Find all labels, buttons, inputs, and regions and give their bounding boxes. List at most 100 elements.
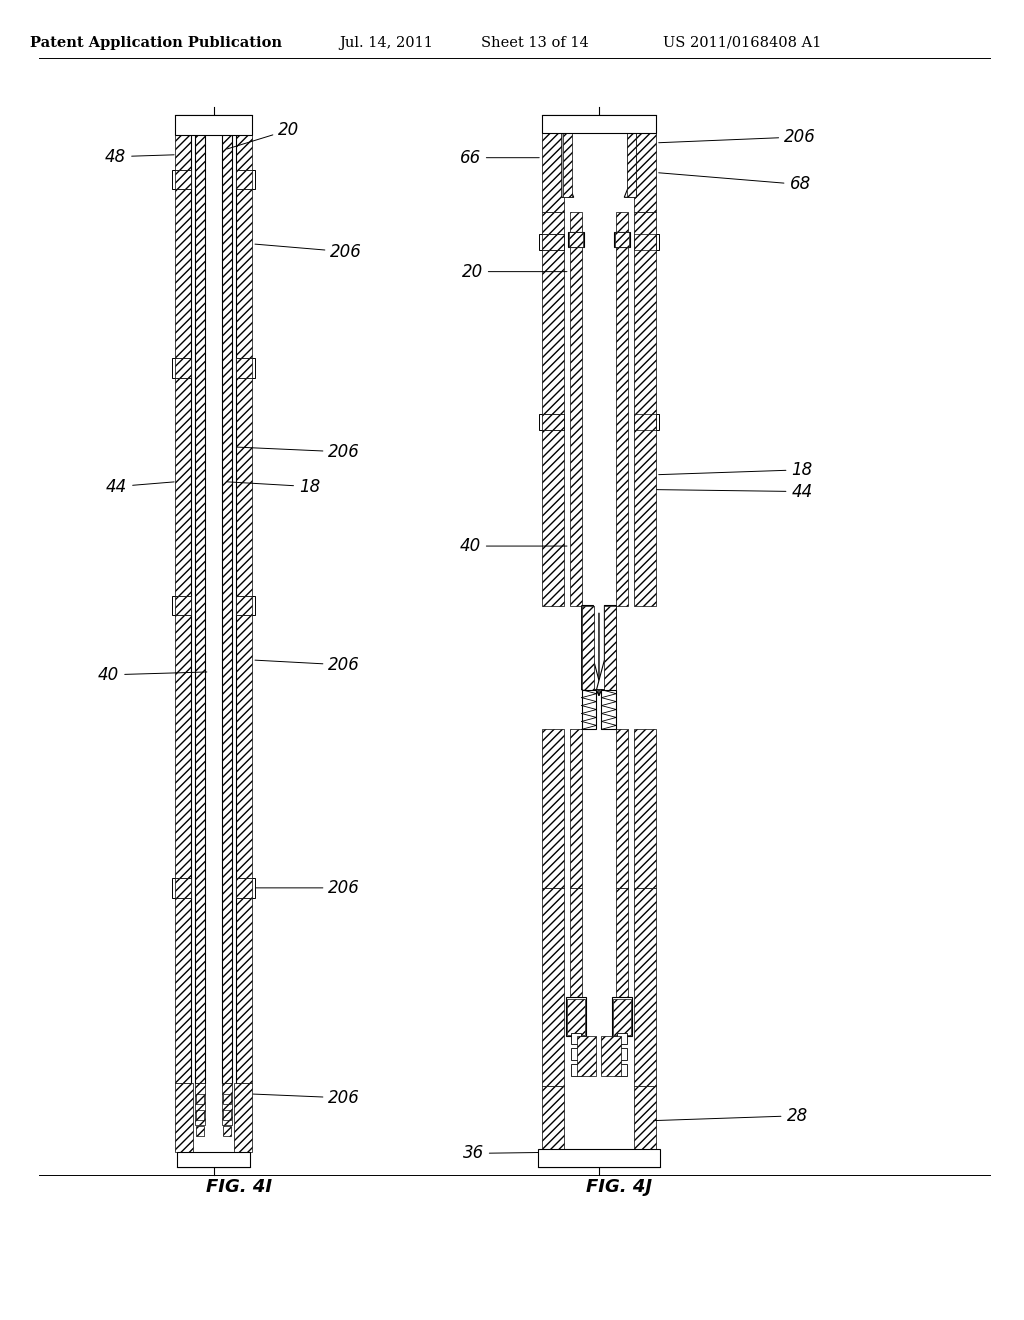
Bar [172, 169, 190, 189]
Bar [175, 878, 190, 898]
Bar [634, 133, 656, 213]
Polygon shape [562, 133, 573, 197]
Text: 40: 40 [460, 537, 567, 556]
Bar [616, 888, 628, 1007]
Bar [604, 606, 616, 690]
Bar [582, 606, 594, 690]
Bar [634, 888, 656, 1086]
Bar [616, 730, 628, 888]
Text: 206: 206 [658, 128, 816, 147]
Bar [234, 1082, 252, 1152]
Bar [237, 169, 255, 189]
Bar [195, 1082, 205, 1125]
Bar [237, 358, 255, 378]
Bar [542, 133, 564, 213]
Bar [542, 1086, 564, 1163]
Bar [175, 595, 190, 615]
Bar [237, 169, 252, 189]
Bar [237, 135, 252, 1082]
Bar [237, 358, 252, 378]
Bar [569, 730, 582, 888]
Bar [196, 1110, 204, 1119]
Bar [223, 1110, 231, 1119]
Text: 68: 68 [658, 173, 811, 194]
Bar [195, 135, 205, 1082]
Bar [542, 234, 564, 249]
Bar [615, 232, 629, 247]
Text: US 2011/0168408 A1: US 2011/0168408 A1 [664, 36, 822, 50]
Bar [237, 878, 255, 898]
Bar [628, 133, 636, 197]
Text: 206: 206 [255, 243, 362, 261]
Bar [237, 595, 252, 615]
Bar [542, 414, 564, 430]
Bar [613, 999, 631, 1035]
Text: 66: 66 [460, 149, 540, 166]
Bar [617, 1048, 628, 1060]
Bar [634, 414, 656, 430]
Bar [634, 730, 656, 888]
Polygon shape [582, 606, 601, 690]
Bar [172, 878, 190, 898]
Bar [177, 1152, 250, 1167]
Bar [223, 1094, 231, 1104]
Bar [617, 1032, 628, 1044]
Bar [634, 1086, 656, 1163]
Bar [569, 213, 582, 606]
Bar [542, 888, 564, 1086]
Text: 48: 48 [104, 148, 174, 166]
Bar [614, 232, 630, 247]
Bar [175, 115, 252, 135]
Bar [612, 997, 632, 1036]
Text: Sheet 13 of 14: Sheet 13 of 14 [480, 36, 589, 50]
Text: FIG. 4I: FIG. 4I [206, 1177, 272, 1196]
Bar [563, 133, 571, 197]
Text: 206: 206 [253, 1089, 360, 1107]
Bar [566, 997, 586, 1036]
Bar [542, 730, 564, 888]
Text: Patent Application Publication: Patent Application Publication [30, 36, 282, 50]
Text: 18: 18 [658, 461, 813, 479]
Text: 20: 20 [227, 121, 299, 149]
Bar [175, 135, 190, 1082]
Polygon shape [625, 133, 636, 197]
Bar [542, 213, 564, 606]
Bar [172, 358, 190, 378]
Bar [223, 1126, 231, 1135]
Polygon shape [597, 606, 616, 690]
Bar [538, 1150, 659, 1167]
Bar [232, 135, 237, 1082]
Text: 206: 206 [238, 444, 360, 461]
Bar [190, 135, 195, 1082]
Bar [222, 135, 232, 1082]
Text: 36: 36 [463, 1144, 544, 1163]
Bar [175, 1082, 193, 1152]
Text: 18: 18 [227, 478, 321, 495]
Bar [566, 999, 585, 1035]
Text: 20: 20 [462, 263, 567, 281]
Bar [237, 595, 255, 615]
Bar [175, 169, 190, 189]
Text: 40: 40 [98, 665, 207, 684]
Bar [568, 232, 583, 247]
Bar [539, 234, 564, 249]
Bar [577, 1036, 597, 1076]
Bar [634, 213, 656, 606]
Bar [567, 232, 584, 247]
Bar [222, 1082, 232, 1125]
Bar [601, 690, 616, 730]
Bar [582, 690, 597, 730]
Text: 206: 206 [255, 656, 360, 675]
Bar [175, 358, 190, 378]
Bar [205, 135, 222, 1082]
Bar [617, 1064, 628, 1076]
Bar [616, 213, 628, 606]
Text: FIG. 4J: FIG. 4J [586, 1177, 652, 1196]
Text: 44: 44 [105, 478, 174, 495]
Bar [656, 414, 658, 430]
Bar [539, 414, 564, 430]
Bar [237, 878, 252, 898]
Bar [570, 1064, 581, 1076]
Text: Jul. 14, 2011: Jul. 14, 2011 [339, 36, 433, 50]
Bar [172, 595, 190, 615]
